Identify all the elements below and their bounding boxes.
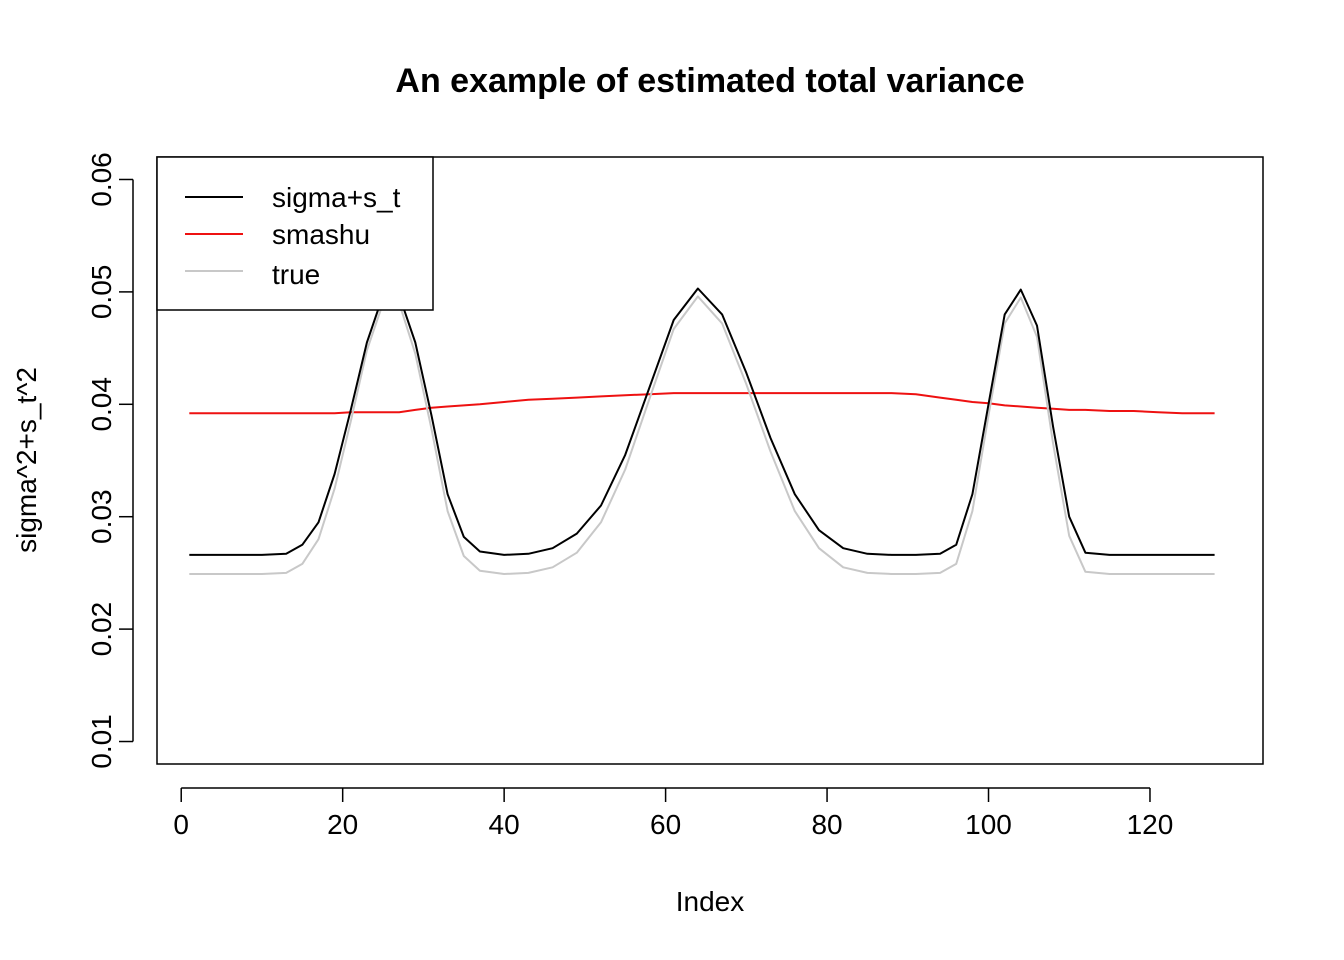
legend-label-sigma: sigma+s_t — [272, 182, 401, 213]
series-layer — [189, 287, 1215, 575]
series-line-smashu — [189, 392, 1215, 415]
x-tick-label: 80 — [811, 809, 842, 840]
y-tick-label: 0.02 — [86, 602, 117, 657]
x-tick-label: 40 — [489, 809, 520, 840]
x-tick-label: 0 — [173, 809, 189, 840]
y-axis-label: sigma^2+s_t^2 — [11, 367, 42, 553]
chart-title: An example of estimated total variance — [395, 62, 1024, 100]
legend-label-true: true — [272, 259, 320, 290]
y-tick-label: 0.03 — [86, 489, 117, 544]
legend-label-smashu: smashu — [272, 219, 370, 250]
x-tick-label: 60 — [650, 809, 681, 840]
series-line-sigma-s-t — [189, 287, 1215, 556]
x-tick-label: 100 — [965, 809, 1012, 840]
y-tick-label: 0.01 — [86, 714, 117, 769]
series-line-true — [189, 295, 1215, 575]
y-tick-label: 0.04 — [86, 377, 117, 432]
plot-frame — [156, 156, 1264, 765]
y-tick-label: 0.06 — [86, 152, 117, 207]
y-tick-label: 0.05 — [86, 265, 117, 320]
axes-layer: 0 20 40 60 80 100 120 0.01 0.02 0.03 0.04 0.05 0.06 — [86, 152, 1173, 840]
x-axis-label: Index — [676, 886, 745, 917]
legend: sigma+s_t smashu true — [156, 156, 434, 311]
x-tick-label: 20 — [327, 809, 358, 840]
x-tick-label: 120 — [1127, 809, 1174, 840]
